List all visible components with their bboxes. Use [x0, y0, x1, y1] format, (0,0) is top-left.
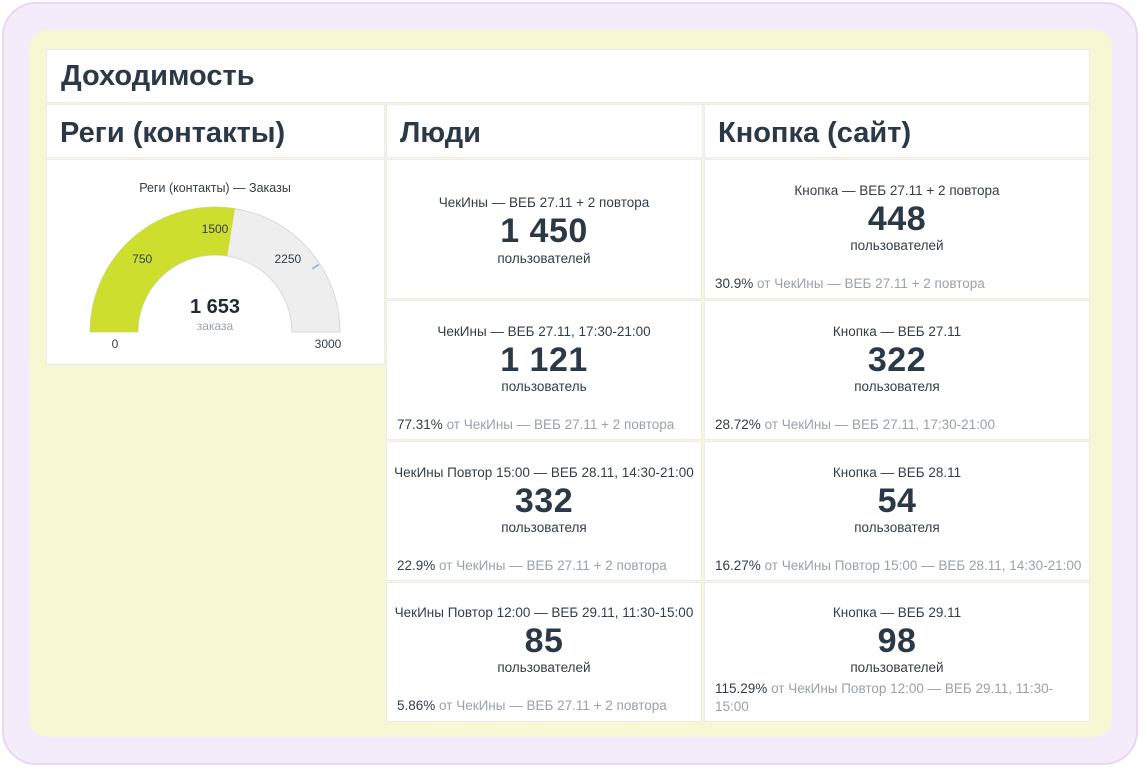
metric-percent: 5.86% — [397, 698, 436, 713]
metric-reference: от ЧекИны — ВЕБ 27.11 + 2 повтора — [446, 417, 675, 432]
metric-caption: ЧекИны — ВЕБ 27.11 + 2 повтора — [438, 195, 650, 210]
gauge-tick-label: 3000 — [315, 337, 342, 351]
gauge-tick-label: 0 — [112, 337, 119, 351]
metric-value: 448 — [867, 200, 927, 238]
column-title-regi: Реги (контакты) — [60, 117, 286, 149]
metric-unit: пользователей — [497, 251, 591, 266]
gauge-tick-label: 750 — [132, 252, 152, 266]
metric-unit: пользователя — [854, 379, 940, 394]
metric-percent: 30.9% — [715, 276, 754, 291]
column-header-people: Люди — [386, 104, 703, 158]
metric-card-button-2[interactable]: Кнопка — ВЕБ 27.11 322 пользователя 28.7… — [704, 300, 1090, 440]
metric-unit: пользователь — [501, 379, 587, 394]
metric-value: 85 — [524, 622, 564, 660]
gauge-chart: Реги (контакты) — Заказы 0 750 1500 2250… — [89, 181, 342, 351]
column-header-button: Кнопка (сайт) — [704, 104, 1090, 158]
metric-caption: ЧекИны — ВЕБ 27.11, 17:30-21:00 — [437, 324, 651, 339]
metric-card-people-4[interactable]: ЧекИны Повтор 12:00 — ВЕБ 29.11, 11:30-1… — [386, 582, 702, 722]
gauge-value: 1 653 — [190, 296, 240, 318]
dashboard-header: Доходимость — [46, 49, 1090, 103]
metric-value: 1 121 — [500, 341, 588, 379]
metric-caption: ЧекИны Повтор 12:00 — ВЕБ 29.11, 11:30-1… — [394, 605, 694, 620]
gauge-value-arc — [90, 207, 235, 332]
metric-value: 54 — [877, 482, 917, 520]
metric-comparison: 115.29% от ЧекИны Повтор 12:00 — ВЕБ 29.… — [715, 680, 1059, 716]
metric-card-button-1[interactable]: Кнопка — ВЕБ 27.11 + 2 повтора 448 польз… — [704, 159, 1090, 299]
metric-value: 322 — [867, 341, 927, 379]
metric-card-people-2[interactable]: ЧекИны — ВЕБ 27.11, 17:30-21:00 1 121 по… — [386, 300, 702, 440]
gauge-widget[interactable]: Реги (контакты) — Заказы 0 750 1500 2250… — [46, 159, 385, 365]
metric-card-button-4[interactable]: Кнопка — ВЕБ 29.11 98 пользователей 115.… — [704, 582, 1090, 722]
metric-card-button-3[interactable]: Кнопка — ВЕБ 28.11 54 пользователя 16.27… — [704, 441, 1090, 581]
metric-reference: от ЧекИны Повтор 12:00 — ВЕБ 29.11, 11:3… — [715, 681, 1054, 714]
metric-comparison: 5.86% от ЧекИны — ВЕБ 27.11 + 2 повтора — [397, 697, 697, 715]
metric-percent: 115.29% — [715, 681, 768, 696]
column-header-regi: Реги (контакты) — [46, 104, 385, 158]
metric-reference: от ЧекИны Повтор 15:00 — ВЕБ 28.11, 14:3… — [764, 558, 1082, 573]
gauge-unit: заказа — [197, 319, 234, 333]
metric-caption: Кнопка — ВЕБ 27.11 — [832, 324, 962, 339]
metric-card-people-1[interactable]: ЧекИны — ВЕБ 27.11 + 2 повтора 1 450 пол… — [386, 159, 702, 299]
column-title-button: Кнопка (сайт) — [718, 117, 912, 149]
metric-comparison: 77.31% от ЧекИны — ВЕБ 27.11 + 2 повтора — [397, 416, 697, 434]
gauge-tick-label: 2250 — [274, 252, 301, 266]
metric-caption: Кнопка — ВЕБ 29.11 — [832, 605, 962, 620]
dashboard-title: Доходимость — [61, 60, 255, 92]
metric-comparison: 28.72% от ЧекИны — ВЕБ 27.11, 17:30-21:0… — [715, 416, 1085, 434]
column-title-people: Люди — [400, 117, 481, 149]
metric-value: 332 — [514, 482, 574, 520]
metric-unit: пользователя — [854, 520, 940, 535]
metric-reference: от ЧекИны — ВЕБ 27.11 + 2 повтора — [439, 558, 667, 573]
metric-caption: Кнопка — ВЕБ 27.11 + 2 повтора — [794, 183, 1000, 198]
metric-unit: пользователя — [501, 520, 587, 535]
metric-card-people-3[interactable]: ЧекИны Повтор 15:00 — ВЕБ 28.11, 14:30-2… — [386, 441, 702, 581]
metric-percent: 16.27% — [715, 558, 761, 573]
metric-percent: 22.9% — [397, 558, 436, 573]
metric-unit: пользователей — [850, 660, 944, 675]
gauge-tick-label: 1500 — [202, 222, 229, 236]
metric-unit: пользователей — [497, 660, 591, 675]
metric-percent: 77.31% — [397, 417, 443, 432]
metric-reference: от ЧекИны — ВЕБ 27.11 + 2 повтора — [439, 698, 667, 713]
metric-percent: 28.72% — [715, 417, 761, 432]
metric-value: 98 — [877, 622, 917, 660]
metric-value: 1 450 — [500, 212, 588, 250]
metric-reference: от ЧекИны — ВЕБ 27.11, 17:30-21:00 — [764, 417, 995, 432]
metric-comparison: 22.9% от ЧекИны — ВЕБ 27.11 + 2 повтора — [397, 557, 697, 575]
metric-caption: Кнопка — ВЕБ 28.11 — [832, 465, 962, 480]
gauge-target-marker — [311, 263, 320, 270]
metric-reference: от ЧекИны — ВЕБ 27.11 + 2 повтора — [757, 276, 985, 291]
metric-caption: ЧекИны Повтор 15:00 — ВЕБ 28.11, 14:30-2… — [394, 465, 694, 480]
metric-unit: пользователей — [850, 238, 944, 253]
gauge-title: Реги (контакты) — Заказы — [139, 181, 291, 195]
metric-comparison: 30.9% от ЧекИны — ВЕБ 27.11 + 2 повтора — [715, 275, 1085, 293]
metric-comparison: 16.27% от ЧекИны Повтор 15:00 — ВЕБ 28.1… — [715, 557, 1085, 575]
